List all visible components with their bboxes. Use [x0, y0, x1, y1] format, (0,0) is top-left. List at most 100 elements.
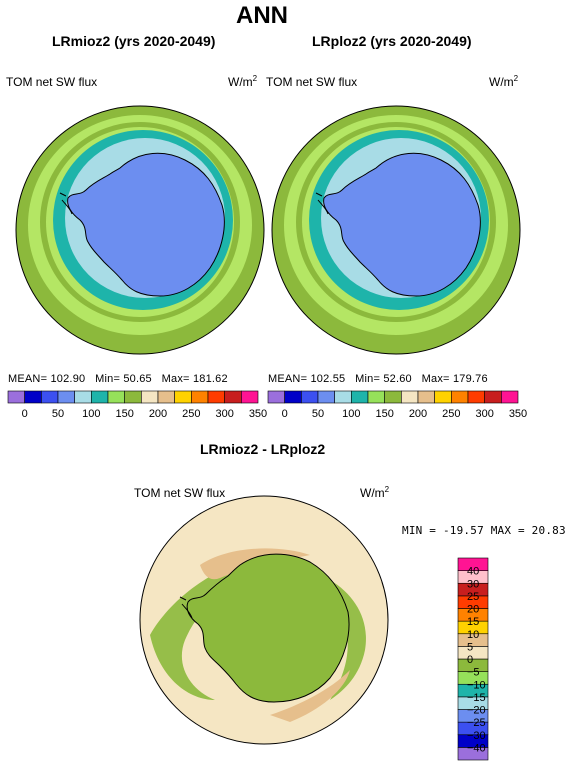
left-colorbar-swatch	[24, 390, 42, 404]
left-mean-label: MEAN=	[8, 373, 48, 385]
diff-colorbar-tick-label: −15	[467, 692, 486, 704]
left-colorbar-swatch	[74, 390, 92, 404]
right-colorbar-swatch	[367, 390, 385, 404]
right-min-value: 52.60	[383, 373, 412, 385]
right-antarctica	[323, 152, 481, 297]
right-colorbar-swatch	[384, 390, 402, 404]
diff-units-label: W/m2	[360, 485, 389, 500]
diff-colorbar-tick-label: −5	[467, 667, 480, 679]
left-units-label: W/m2	[228, 74, 257, 89]
left-colorbar-tick-label: 250	[182, 408, 200, 420]
diff-colorbar-tick-label: 0	[467, 654, 473, 666]
diff-subtitle: LRmioz2 - LRploz2	[200, 441, 326, 457]
diff-colorbar-tick-label: 10	[467, 629, 479, 641]
right-max-label: Max=	[421, 373, 450, 385]
left-max-value: 181.62	[192, 373, 228, 385]
right-colorbar-swatch	[401, 390, 419, 404]
left-min-value: 50.65	[123, 373, 152, 385]
diff-antarctica	[186, 553, 350, 703]
left-colorbar-tick-label: 200	[149, 408, 167, 420]
right-colorbar-swatch	[301, 390, 319, 404]
right-variable-label: TOM net SW flux	[266, 75, 358, 89]
diff-colorbar-tick-label: 20	[467, 604, 479, 616]
diff-colorbar-tick-label: 25	[467, 591, 479, 603]
left-mean-value: 102.90	[50, 373, 86, 385]
left-colorbar-tick-label: 50	[52, 408, 64, 420]
diff-colorbar-tick-label: −25	[467, 717, 486, 729]
left-colorbar-swatch	[7, 390, 25, 404]
left-colorbar-swatch	[224, 390, 242, 404]
right-stats: MEAN= 102.55 Min= 52.60 Max= 179.76	[268, 373, 488, 385]
diff-colorbar-tick-label: −40	[467, 742, 486, 754]
right-map-outline	[271, 105, 521, 355]
diff-tan-patch-south	[270, 670, 350, 722]
left-map-outline	[15, 105, 265, 355]
diff-polar-map	[140, 496, 388, 744]
diff-stats: MIN = -19.57 MAX = 20.83	[402, 524, 566, 537]
diff-colorbar-tick-label: 15	[467, 616, 479, 628]
left-colorbar-swatch	[141, 390, 159, 404]
left-colorbar-swatch	[41, 390, 59, 404]
left-colorbar-swatch	[57, 390, 75, 404]
right-colorbar-swatch	[434, 390, 452, 404]
left-colorbar: 0 50 100 150 200 250 300 350	[7, 390, 267, 420]
left-colorbar-swatch	[91, 390, 109, 404]
left-subtitle: LRmioz2 (yrs 2020-2049)	[52, 33, 216, 49]
right-colorbar-swatch	[417, 390, 435, 404]
right-colorbar-swatch	[484, 390, 502, 404]
diff-green-band-east	[330, 580, 366, 700]
left-colorbar-tick-label: 100	[82, 408, 100, 420]
left-variable-label: TOM net SW flux	[6, 75, 98, 89]
left-units: W/m	[228, 75, 253, 89]
right-units-sup: 2	[513, 74, 519, 83]
left-colorbar-swatch	[174, 390, 192, 404]
right-colorbar-swatch	[317, 390, 335, 404]
right-colorbar-swatch	[467, 390, 485, 404]
right-colorbar-tick-label: 100	[342, 408, 360, 420]
diff-units: W/m	[360, 486, 385, 500]
left-peninsula	[59, 192, 73, 215]
diff-min-label: MIN =	[402, 524, 437, 537]
right-max-value: 179.76	[452, 373, 488, 385]
right-units: W/m	[489, 75, 514, 89]
right-colorbar-swatch	[334, 390, 352, 404]
diff-colorbar-tick-label: −20	[467, 705, 486, 717]
right-colorbar: 0 50 100 150 200 250 300 350	[267, 390, 527, 420]
right-colorbar-swatch	[267, 390, 285, 404]
left-colorbar-swatch	[241, 390, 259, 404]
right-colorbar-swatch	[501, 390, 519, 404]
diff-units-sup: 2	[384, 485, 390, 494]
right-polar-map	[272, 106, 520, 354]
right-colorbar-swatch	[451, 390, 469, 404]
diff-green-band	[150, 560, 250, 700]
diff-max-label: MAX =	[490, 524, 525, 537]
diff-colorbar-tick-label: 40	[467, 566, 479, 578]
left-stats: MEAN= 102.90 Min= 50.65 Max= 181.62	[8, 373, 228, 385]
left-max-label: Max=	[161, 373, 190, 385]
right-units-label: W/m2	[489, 74, 518, 89]
right-colorbar-tick-label: 300	[475, 408, 493, 420]
left-colorbar-swatch	[207, 390, 225, 404]
right-colorbar-tick-label: 0	[282, 408, 288, 420]
left-colorbar-swatch	[107, 390, 125, 404]
diff-colorbar-tick-label: −10	[467, 679, 486, 691]
diff-map-outline	[139, 495, 389, 745]
diff-min-value: -19.57	[442, 524, 484, 537]
right-colorbar-tick-label: 150	[375, 408, 393, 420]
left-colorbar-swatch	[157, 390, 175, 404]
diff-colorbar-tick-label: 30	[467, 578, 479, 590]
diff-colorbar-swatch	[457, 557, 489, 571]
left-colorbar-tick-label: 0	[22, 408, 28, 420]
left-colorbar-swatch	[191, 390, 209, 404]
right-peninsula	[315, 192, 329, 215]
right-colorbar-tick-label: 50	[312, 408, 324, 420]
right-colorbar-swatch	[351, 390, 369, 404]
diff-colorbar-tick-label: −30	[467, 730, 486, 742]
left-colorbar-tick-label: 150	[115, 408, 133, 420]
diff-colorbar-tick-label: 5	[467, 641, 473, 653]
diff-variable-label: TOM net SW flux	[134, 486, 226, 500]
diff-max-value: 20.83	[531, 524, 566, 537]
left-units-sup: 2	[252, 74, 258, 83]
